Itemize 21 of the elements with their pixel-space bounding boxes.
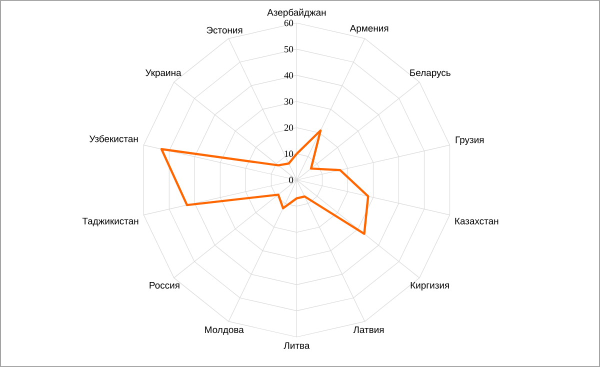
y-tick-label: 10 xyxy=(284,150,294,158)
y-tick-label: 50 xyxy=(284,46,294,52)
y-tick-label: 20 xyxy=(284,124,294,131)
spoke-label: Эстония xyxy=(206,26,242,34)
spoke-label: Литва xyxy=(284,342,310,349)
spoke-label: Киргизия xyxy=(410,282,449,291)
spoke-label: Украина xyxy=(146,69,182,78)
y-tick-label: 30 xyxy=(284,98,294,105)
y-tick-label: 0 xyxy=(289,176,294,184)
spoke-label: Казахстан xyxy=(455,218,498,224)
spoke-label: Молдова xyxy=(205,326,244,335)
spoke-label: Россия xyxy=(150,282,180,289)
spoke-label: Латвия xyxy=(353,326,384,334)
spoke-label: Беларусь xyxy=(410,69,450,78)
spoke-label: Армения xyxy=(350,25,388,34)
spoke-label: Азербайджан xyxy=(267,8,326,18)
y-tick-label: 40 xyxy=(284,72,294,79)
spoke-label: Узбекистан xyxy=(89,135,138,142)
y-tick-label: 60 xyxy=(284,20,294,26)
spoke-label: Таджикистан xyxy=(82,218,138,226)
spoke-label: Грузия xyxy=(456,136,484,146)
